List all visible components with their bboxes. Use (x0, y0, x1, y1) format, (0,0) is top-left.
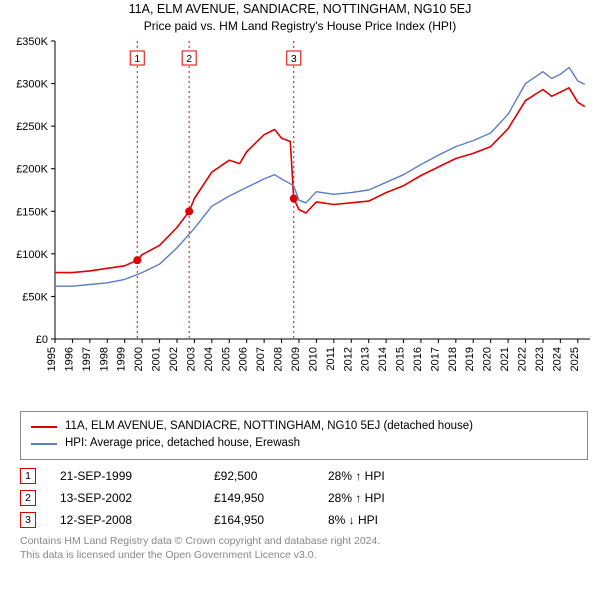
svg-text:2015: 2015 (395, 347, 407, 371)
event-marker-box: 1 (20, 468, 36, 484)
event-date: 12-SEP-2008 (60, 513, 190, 527)
svg-text:2022: 2022 (517, 347, 529, 371)
event-pct: 28% ↑ HPI (328, 491, 438, 505)
svg-text:£300K: £300K (16, 79, 48, 91)
legend-item: 11A, ELM AVENUE, SANDIACRE, NOTTINGHAM, … (31, 418, 577, 435)
svg-text:1: 1 (134, 53, 140, 65)
event-date: 13-SEP-2002 (60, 491, 190, 505)
svg-text:2007: 2007 (255, 347, 267, 371)
svg-text:2018: 2018 (447, 347, 459, 371)
svg-text:2001: 2001 (151, 347, 163, 371)
legend-label: HPI: Average price, detached house, Erew… (65, 435, 300, 452)
svg-text:2024: 2024 (551, 347, 563, 371)
svg-text:2004: 2004 (203, 347, 215, 371)
svg-text:1999: 1999 (116, 347, 128, 371)
svg-text:2011: 2011 (325, 347, 337, 371)
event-row: 3 12-SEP-2008 £164,950 8% ↓ HPI (20, 512, 588, 528)
legend-item: HPI: Average price, detached house, Erew… (31, 435, 577, 452)
svg-text:2014: 2014 (377, 347, 389, 371)
line-chart-svg: £0 £50K £100K £150K £200K £250K £300K £350K 1995… (0, 35, 600, 405)
event-date: 21-SEP-1999 (60, 469, 190, 483)
svg-text:2006: 2006 (238, 347, 250, 371)
svg-text:£350K: £350K (16, 36, 48, 48)
svg-text:2: 2 (186, 53, 192, 65)
svg-text:£200K: £200K (16, 164, 48, 176)
svg-text:2000: 2000 (133, 347, 145, 371)
chart-subtitle: Price paid vs. HM Land Registry's House … (0, 19, 600, 33)
svg-text:2020: 2020 (482, 347, 494, 371)
svg-text:2002: 2002 (168, 347, 180, 371)
svg-text:1995: 1995 (46, 347, 58, 371)
event-price: £149,950 (214, 491, 304, 505)
svg-text:£250K: £250K (16, 121, 48, 133)
svg-text:£100K: £100K (16, 249, 48, 261)
legend: 11A, ELM AVENUE, SANDIACRE, NOTTINGHAM, … (20, 411, 588, 460)
event-row: 2 13-SEP-2002 £149,950 28% ↑ HPI (20, 490, 588, 506)
chart-title: 11A, ELM AVENUE, SANDIACRE, NOTTINGHAM, … (0, 2, 600, 16)
events-table: 1 21-SEP-1999 £92,500 28% ↑ HPI 2 13-SEP… (20, 468, 588, 528)
footer-line: Contains HM Land Registry data © Crown c… (20, 534, 588, 548)
svg-text:2005: 2005 (220, 347, 232, 371)
event-price: £164,950 (214, 513, 304, 527)
svg-text:2012: 2012 (342, 347, 354, 371)
svg-text:1997: 1997 (81, 347, 93, 371)
svg-text:2008: 2008 (273, 347, 285, 371)
svg-text:2003: 2003 (185, 347, 197, 371)
svg-text:2016: 2016 (412, 347, 424, 371)
svg-text:1998: 1998 (98, 347, 110, 371)
svg-text:2021: 2021 (499, 347, 511, 371)
chart-area: £0 £50K £100K £150K £200K £250K £300K £350K 1995… (0, 35, 600, 405)
svg-text:2023: 2023 (534, 347, 546, 371)
event-pct: 28% ↑ HPI (328, 469, 438, 483)
footer-attribution: Contains HM Land Registry data © Crown c… (20, 534, 588, 562)
svg-text:3: 3 (291, 53, 297, 65)
svg-text:£150K: £150K (16, 206, 48, 218)
event-row: 1 21-SEP-1999 £92,500 28% ↑ HPI (20, 468, 588, 484)
svg-text:2009: 2009 (290, 347, 302, 371)
event-pct: 8% ↓ HPI (328, 513, 438, 527)
svg-text:2025: 2025 (569, 347, 581, 371)
title-block: 11A, ELM AVENUE, SANDIACRE, NOTTINGHAM, … (0, 0, 600, 33)
footer-line: This data is licensed under the Open Gov… (20, 548, 588, 562)
event-marker-box: 3 (20, 512, 36, 528)
event-price: £92,500 (214, 469, 304, 483)
svg-text:2010: 2010 (307, 347, 319, 371)
legend-label: 11A, ELM AVENUE, SANDIACRE, NOTTINGHAM, … (65, 418, 473, 435)
legend-swatch (31, 443, 57, 445)
svg-text:2019: 2019 (464, 347, 476, 371)
svg-text:£50K: £50K (22, 291, 48, 303)
legend-swatch (31, 426, 57, 428)
svg-text:2017: 2017 (429, 347, 441, 371)
svg-text:1996: 1996 (63, 347, 75, 371)
svg-text:2013: 2013 (360, 347, 372, 371)
svg-text:£0: £0 (36, 334, 48, 346)
event-marker-box: 2 (20, 490, 36, 506)
